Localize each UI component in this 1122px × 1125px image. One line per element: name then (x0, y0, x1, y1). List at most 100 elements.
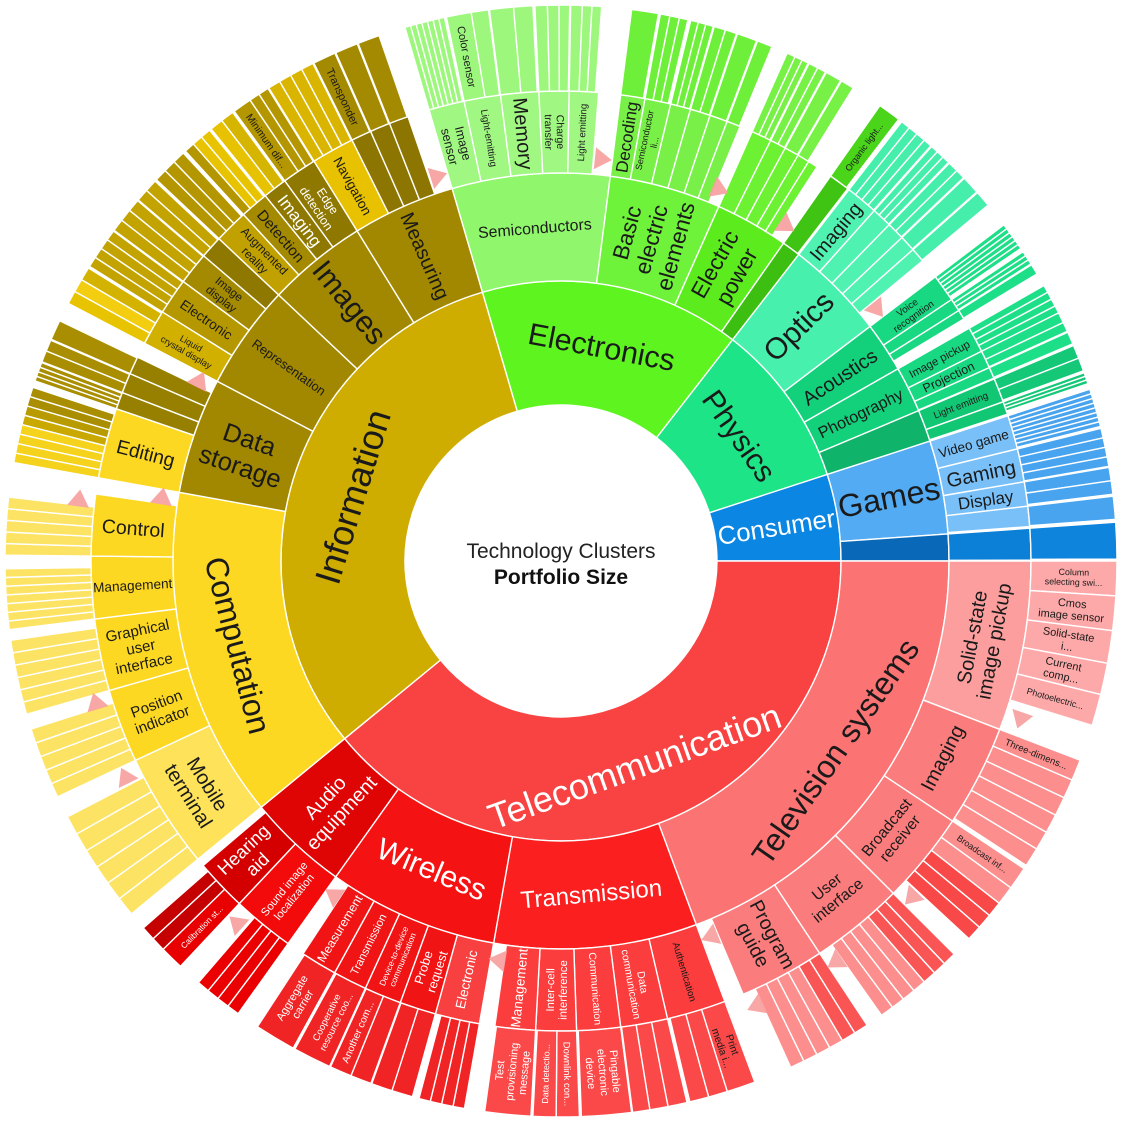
segment-label: Downlink con... (561, 1042, 573, 1107)
segment-photoelectric[interactable] (1009, 673, 1102, 727)
segment[interactable] (1029, 521, 1118, 561)
more-indicator-icon[interactable] (708, 176, 732, 203)
segment[interactable] (784, 71, 842, 156)
segment-aggregate-carrier[interactable] (256, 953, 336, 1050)
segment[interactable] (988, 331, 1074, 379)
segment[interactable] (867, 139, 932, 212)
segment-label: Control (101, 516, 165, 543)
segment-transponder[interactable] (312, 52, 371, 141)
more-indicator-icon[interactable] (1007, 708, 1034, 732)
segment[interactable] (45, 339, 131, 385)
segment[interactable] (6, 496, 95, 518)
segment-data-detectio[interactable] (532, 1029, 558, 1118)
segment[interactable] (437, 16, 464, 104)
segment[interactable] (173, 152, 243, 225)
segment[interactable] (726, 39, 773, 128)
segment[interactable] (512, 4, 538, 94)
segment[interactable] (777, 66, 827, 149)
segment[interactable] (128, 199, 205, 266)
segment[interactable] (619, 8, 660, 100)
segment[interactable] (699, 28, 738, 116)
segment[interactable] (754, 982, 805, 1069)
center-subtitle: Portfolio Size (494, 566, 628, 589)
segment[interactable] (546, 4, 561, 92)
segment[interactable] (28, 386, 116, 423)
segment[interactable] (1025, 479, 1114, 506)
segment[interactable] (200, 129, 265, 204)
segment-label: Pingableelectronicdevice (582, 1047, 622, 1097)
segment[interactable] (953, 803, 1038, 867)
segment-label: Inter-cellinterference (545, 960, 570, 1020)
segment[interactable] (66, 776, 153, 835)
segment[interactable] (947, 527, 1032, 562)
segment[interactable] (1015, 420, 1102, 449)
segment[interactable] (660, 16, 689, 105)
segment-label: Light emitting (576, 104, 590, 162)
segment-label: Chargetransfer (542, 114, 566, 150)
segment[interactable] (904, 869, 981, 940)
segment[interactable] (1021, 455, 1110, 482)
more-indicator-icon[interactable] (697, 923, 722, 950)
segment[interactable] (830, 937, 894, 1017)
segment[interactable] (142, 870, 218, 940)
segment[interactable] (797, 79, 855, 163)
segment[interactable] (300, 62, 353, 147)
segment-test-provisioning-message[interactable] (483, 1025, 537, 1117)
segment[interactable] (709, 32, 758, 122)
more-indicator-icon[interactable] (593, 147, 613, 171)
segment-cooperative-resource-coo[interactable] (293, 972, 367, 1068)
segment[interactable] (558, 4, 571, 92)
segment[interactable] (912, 191, 990, 262)
segment-another-com[interactable] (329, 987, 385, 1077)
segment[interactable] (80, 267, 163, 325)
segment[interactable] (370, 1002, 419, 1092)
segment[interactable] (620, 1024, 651, 1114)
more-indicator-icon[interactable] (821, 948, 848, 977)
segment[interactable] (9, 627, 99, 654)
more-indicator-icon[interactable] (897, 884, 925, 913)
more-indicator-icon[interactable] (319, 880, 346, 908)
segment[interactable] (470, 8, 501, 98)
segment[interactable] (894, 169, 965, 238)
more-indicator-icon[interactable] (186, 367, 213, 392)
segment[interactable] (682, 23, 715, 110)
segment[interactable] (586, 5, 603, 94)
segment[interactable] (955, 258, 1032, 311)
segment[interactable] (763, 59, 810, 141)
segment[interactable] (334, 42, 390, 133)
more-indicator-icon[interactable] (111, 763, 139, 788)
segment[interactable] (4, 566, 92, 579)
segment[interactable] (997, 357, 1085, 402)
segment[interactable] (106, 230, 184, 291)
segment[interactable] (1027, 495, 1117, 527)
more-indicator-icon[interactable] (863, 296, 892, 324)
segment[interactable] (418, 1014, 452, 1103)
more-indicator-icon[interactable] (427, 163, 451, 189)
segment-pingable-electronic-device[interactable] (577, 1026, 633, 1118)
segment[interactable] (38, 361, 123, 399)
more-indicator-icon[interactable] (774, 212, 800, 240)
segment[interactable] (957, 263, 1039, 320)
more-indicator-icon[interactable] (487, 948, 508, 973)
segment-organic-light[interactable] (829, 104, 900, 189)
sunburst-segments (4, 4, 1118, 1118)
segment[interactable] (1004, 379, 1089, 412)
segment[interactable] (258, 87, 315, 168)
segment[interactable] (197, 916, 264, 992)
more-indicator-icon[interactable] (83, 690, 109, 713)
segment[interactable] (50, 319, 139, 375)
segment[interactable] (30, 702, 118, 744)
segment[interactable] (764, 160, 818, 237)
more-indicator-icon[interactable] (222, 908, 250, 936)
segment[interactable] (145, 180, 219, 249)
segment[interactable] (984, 321, 1069, 368)
more-indicator-icon[interactable] (743, 993, 768, 1020)
segment[interactable] (220, 111, 285, 190)
segment[interactable] (882, 156, 950, 226)
segment[interactable] (946, 243, 1022, 298)
more-indicator-icon[interactable] (150, 486, 174, 507)
more-indicator-icon[interactable] (67, 488, 91, 508)
segment[interactable] (900, 177, 978, 250)
segment[interactable] (669, 1013, 710, 1103)
segment[interactable] (357, 34, 409, 125)
